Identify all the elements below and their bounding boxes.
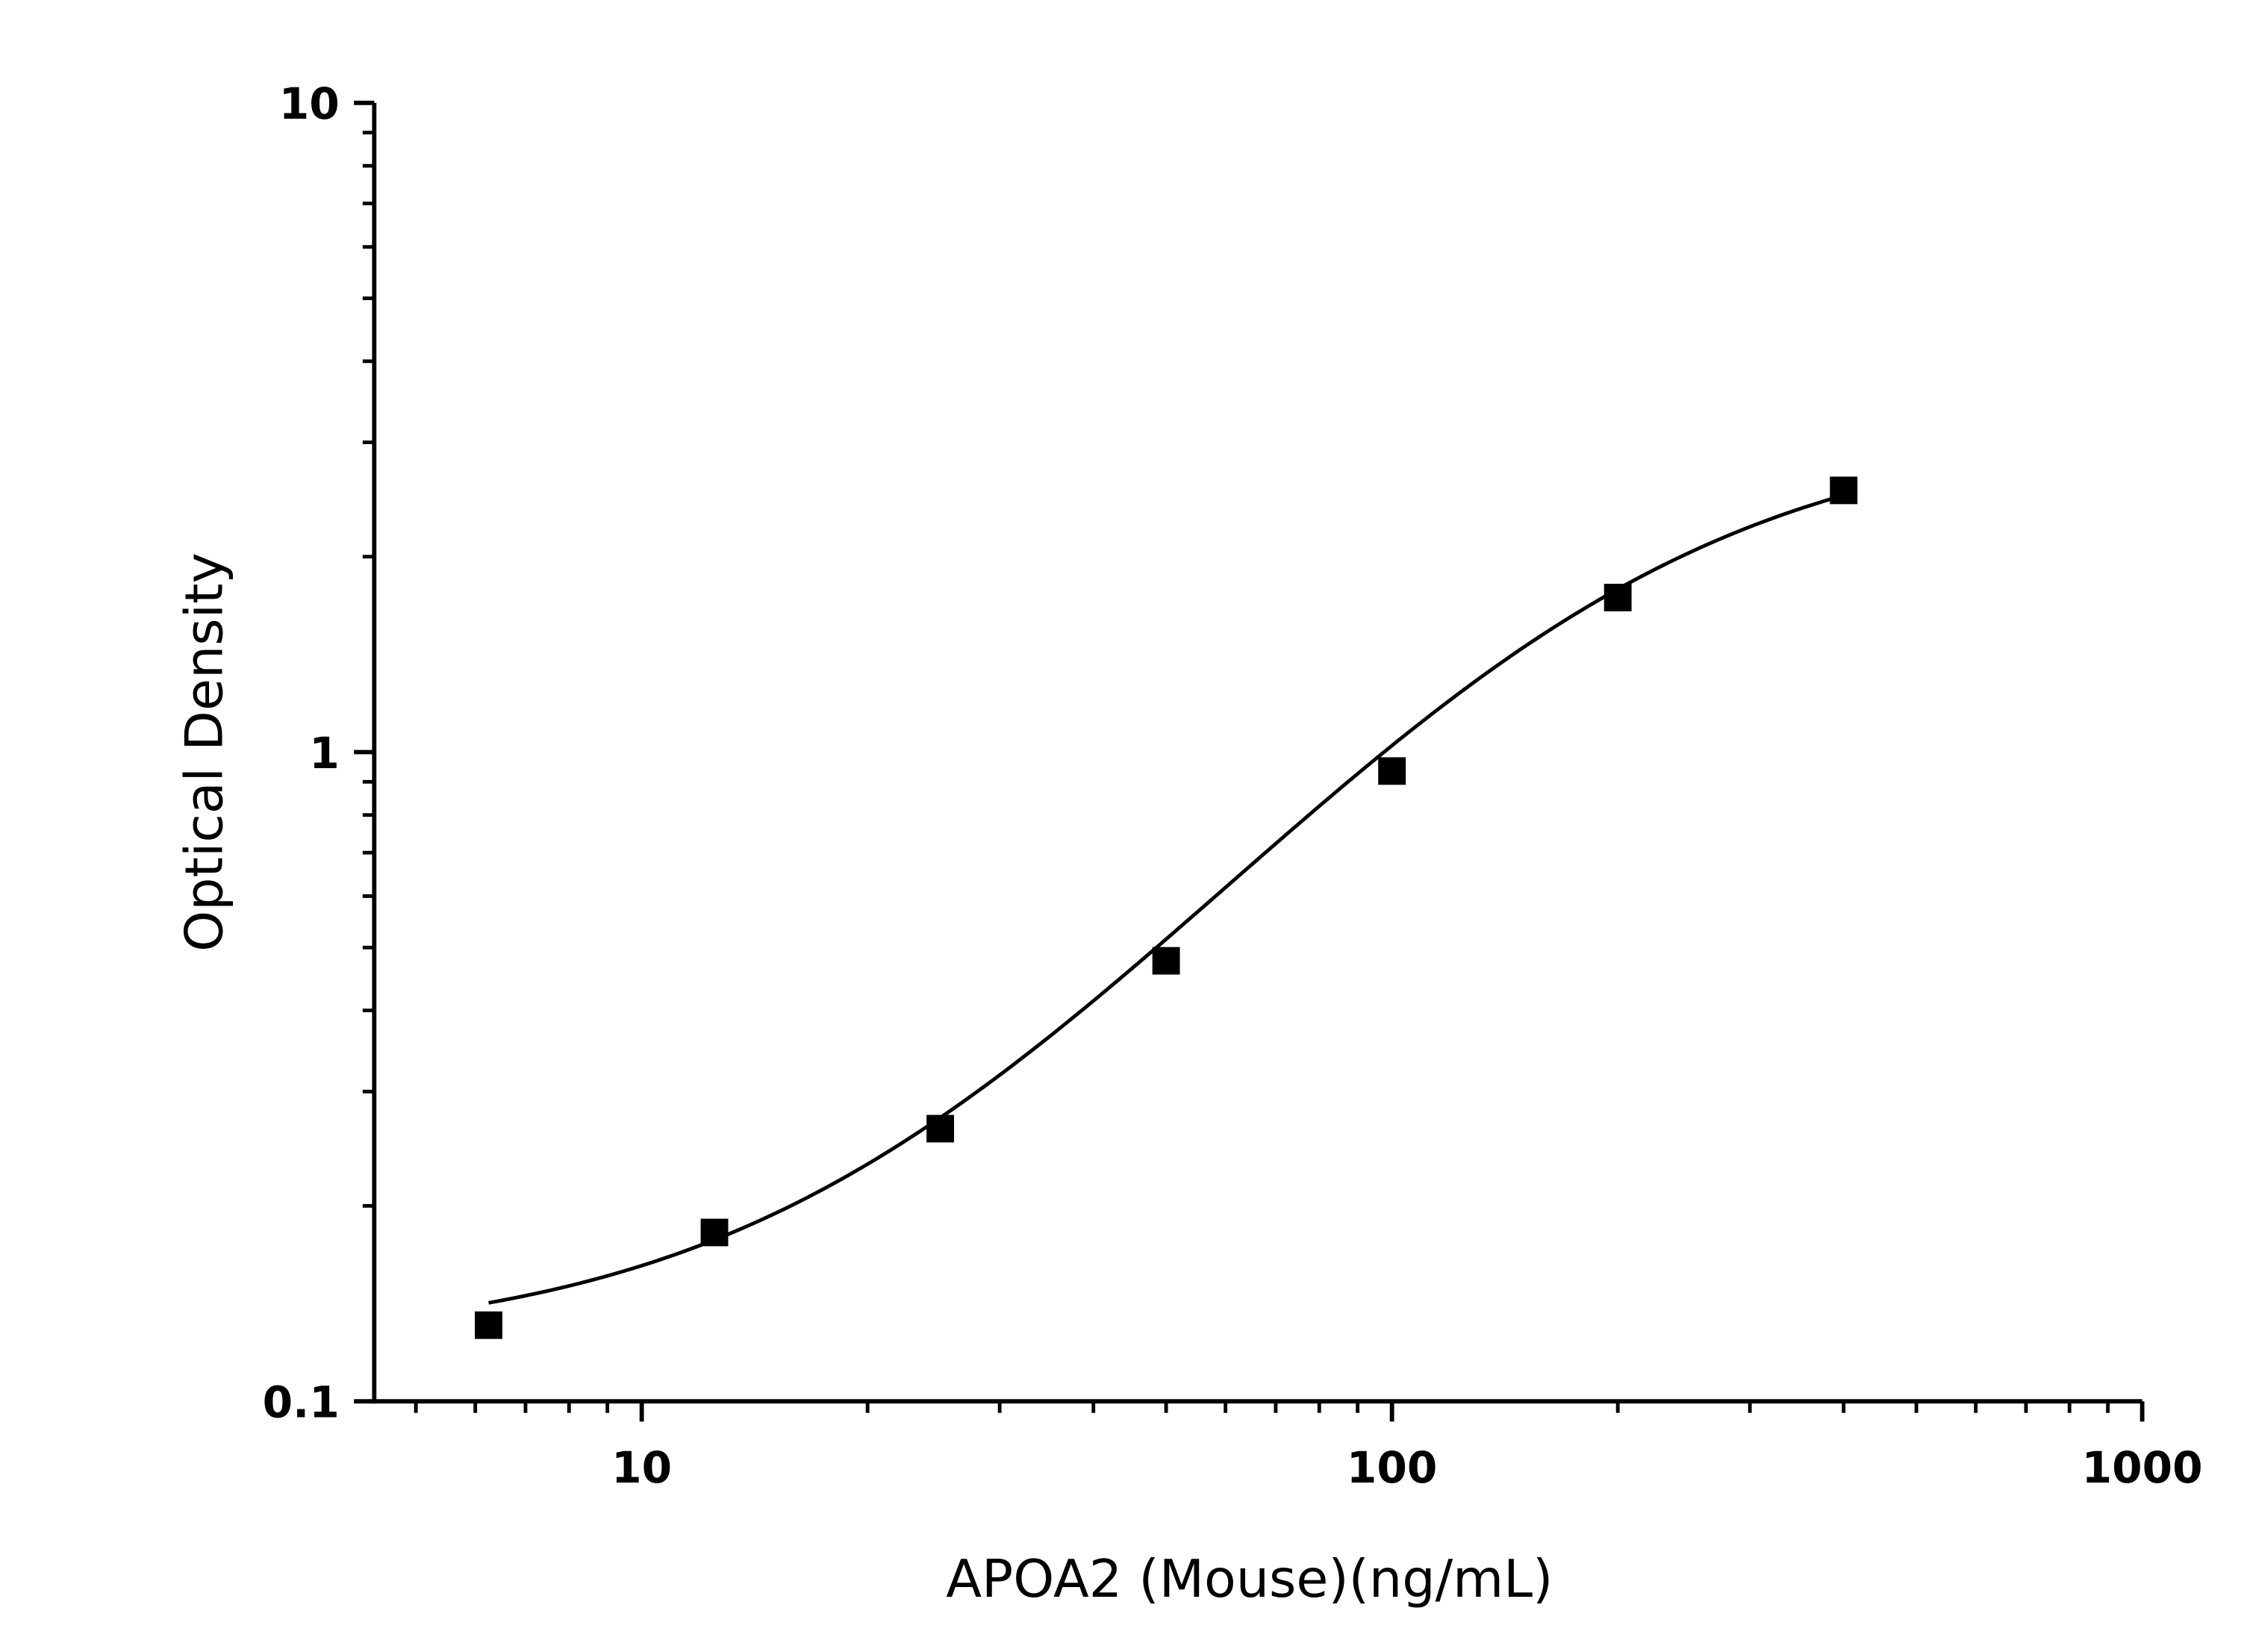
y-axis-title: Optical Density bbox=[174, 552, 234, 952]
x-axis-title: APOA2 (Mouse)(ng/mL) bbox=[946, 1549, 1553, 1609]
data-point bbox=[926, 1115, 955, 1143]
data-point bbox=[700, 1218, 729, 1247]
data-points bbox=[475, 476, 1858, 1339]
data-point bbox=[1378, 757, 1406, 785]
fit-curve bbox=[488, 493, 1845, 1305]
x-tick-label: 1000 bbox=[2082, 1442, 2203, 1493]
x-tick-label: 100 bbox=[1347, 1442, 1438, 1493]
y-tick-label: 0.1 bbox=[263, 1377, 340, 1428]
ticks: 0.1 1 10 10 100 1000 bbox=[263, 78, 2203, 1493]
data-point bbox=[1830, 476, 1858, 505]
data-point bbox=[1603, 584, 1632, 611]
x-tick-label: 10 bbox=[611, 1442, 672, 1493]
y-tick-label: 10 bbox=[279, 78, 340, 129]
data-point bbox=[475, 1311, 502, 1339]
y-tick-label: 1 bbox=[309, 728, 340, 779]
axes bbox=[372, 102, 2142, 1404]
data-point bbox=[1152, 947, 1180, 975]
